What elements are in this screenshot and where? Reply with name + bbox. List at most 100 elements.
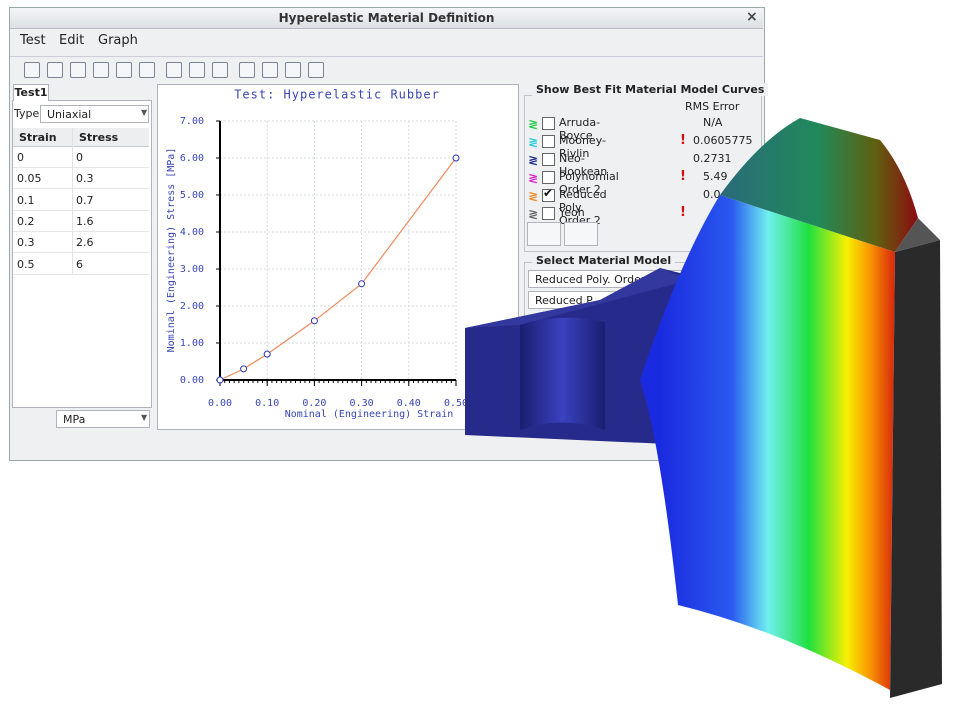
model-name[interactable]: Polynomial Order 2 [559, 170, 619, 196]
table-row [13, 210, 149, 232]
table-row [13, 253, 149, 275]
model-icon: ≷ [528, 189, 539, 203]
x-tick-label: 0.40 [397, 398, 421, 409]
toolbar-icon[interactable] [166, 62, 182, 78]
select-all-button[interactable] [527, 222, 561, 246]
model-name[interactable]: Mooney-Rivlin [559, 134, 606, 160]
checkbox[interactable] [542, 189, 555, 202]
toolbar-icon[interactable] [212, 62, 228, 78]
y-tick-label: 7.00 [180, 116, 204, 127]
chart-title: Test: Hyperelastic Rubber [234, 88, 440, 102]
toolbar-icon[interactable] [139, 62, 155, 78]
x-tick-label: 0.20 [302, 398, 326, 409]
column-header: Stress [79, 131, 119, 144]
data-point [240, 365, 248, 373]
data-point [358, 280, 366, 288]
checkbox[interactable] [542, 207, 555, 220]
toolbar-icon[interactable] [116, 62, 132, 78]
data-point [452, 154, 460, 162]
group-title: Show Best Fit Material Model Curves [532, 83, 769, 96]
toolbar-icon[interactable] [189, 62, 205, 78]
toolbar-icon[interactable] [47, 62, 63, 78]
table-cell: 0.1 [17, 193, 35, 207]
toolbar-icon[interactable] [262, 62, 278, 78]
model-name[interactable]: Arruda-Boyce [559, 116, 601, 142]
data-point [310, 317, 318, 325]
toolbar [10, 56, 763, 81]
table-cell: 0.3 [17, 236, 35, 250]
x-tick-label: 0.50 [444, 398, 468, 409]
type-dropdown[interactable]: Uniaxial [40, 105, 149, 123]
y-tick-label: 4.00 [180, 227, 204, 238]
model-icon: ≷ [528, 135, 539, 149]
toolbar-icon[interactable] [308, 62, 324, 78]
data-point [263, 350, 271, 358]
toolbar-icon[interactable] [239, 62, 255, 78]
clear-all-button[interactable] [564, 222, 598, 246]
error-header: RMS Error [685, 100, 740, 113]
checkbox[interactable] [542, 117, 555, 130]
fit-curve [219, 157, 457, 381]
table-cell: 1.6 [76, 214, 94, 228]
y-tick-label: 6.00 [180, 153, 204, 164]
units-dropdown[interactable]: MPa [56, 410, 150, 428]
table-header [13, 128, 149, 147]
checkbox[interactable] [542, 153, 555, 166]
y-tick-label: 5.00 [180, 190, 204, 201]
close-button[interactable]: × [746, 9, 758, 25]
x-axis-label: Nominal (Engineering) Strain [285, 409, 454, 420]
model-icon: ≷ [528, 171, 539, 185]
checkbox[interactable] [542, 135, 555, 148]
menu-item[interactable]: Graph [98, 33, 138, 48]
x-tick-label: 0.30 [350, 398, 374, 409]
table-row [13, 167, 149, 190]
column-header: Strain [19, 131, 57, 144]
model-name[interactable]: Yeoh [559, 206, 585, 219]
rms-error: N/A [703, 116, 723, 129]
table-cell: 0 [76, 151, 83, 164]
menu-item[interactable]: Edit [59, 33, 85, 48]
window-title: Hyperelastic Material Definition [278, 11, 495, 25]
table-cell: 0.7 [76, 193, 94, 207]
checkmark: ✔ [543, 186, 554, 200]
model-icon: ≷ [528, 153, 539, 167]
toolbar-icon[interactable] [70, 62, 86, 78]
table-cell: 0.3 [76, 172, 94, 186]
type-label: Type [14, 107, 40, 120]
table-row [13, 231, 149, 254]
dropdown-arrow: ▼ [141, 413, 148, 422]
model-name[interactable]: Neo-Hookean [559, 152, 608, 178]
data-point [216, 376, 224, 384]
y-axis-label: Nominal (Engineering) Stress [MPa] [166, 148, 177, 353]
x-tick-label: 0.10 [255, 398, 279, 409]
toolbar-icon[interactable] [285, 62, 301, 78]
table: Strain Stress 0 0 0.05 0.3 0.1 0.7 0.2 1.6 0.3 2.6 0… [13, 128, 149, 288]
model-icon: ≷ [528, 117, 539, 131]
y-tick-label: 1.00 [180, 338, 204, 349]
table-cell: 0.05 [17, 172, 42, 186]
tab[interactable]: Test1 [13, 84, 49, 101]
y-tick-label: 0.00 [180, 375, 204, 386]
model-icon: ≷ [528, 207, 539, 221]
checkbox[interactable] [542, 171, 555, 184]
table-row [13, 189, 149, 211]
dropdown-arrow: ▼ [141, 108, 148, 117]
warning-icon: ! [680, 133, 686, 148]
table-row [13, 146, 149, 168]
y-tick-label: 3.00 [180, 264, 204, 275]
title-bar [10, 8, 763, 29]
table-cell: 0 [17, 151, 24, 164]
y-tick-label: 2.00 [180, 301, 204, 312]
table-cell: 0.2 [17, 214, 35, 228]
toolbar-icon[interactable] [93, 62, 109, 78]
menu-item[interactable]: Test [20, 33, 46, 48]
table-cell: 0.5 [17, 257, 35, 271]
table-cell: 2.6 [76, 236, 94, 250]
x-tick-label: 0.00 [208, 398, 232, 409]
toolbar-icon[interactable] [24, 62, 40, 78]
select-title: Select Material Model [532, 254, 676, 267]
column-divider [72, 128, 73, 274]
